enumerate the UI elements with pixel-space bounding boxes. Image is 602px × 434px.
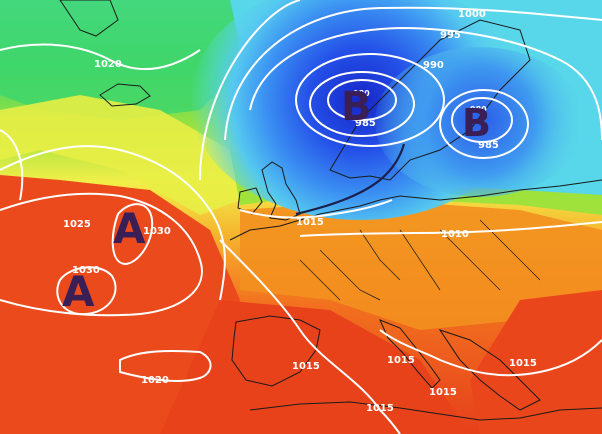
isobar-1030-a2: [56, 266, 117, 316]
isobar-1020-w: [0, 145, 226, 301]
coast-iceland: [99, 83, 151, 107]
isobar-label-1015-balkan: 1015: [509, 358, 537, 369]
isobar-label-1015-iberia: 1015: [292, 361, 320, 372]
coast-iberia: [231, 315, 321, 387]
isobar-labels: 1000 995 990 985 985 980 980 1020 1025 1…: [63, 9, 537, 414]
isobar-label-1015-south: 1015: [366, 403, 394, 414]
field-green-northsea: [230, 150, 602, 215]
high-center-atlantic-1: A: [113, 204, 146, 253]
isobar-label-990: 990: [423, 60, 444, 71]
isobar-label-1015-med: 1015: [429, 387, 457, 398]
isobar-1015-uk: [239, 199, 393, 219]
isobar-1025: [0, 192, 203, 317]
isobar-990-norway: [295, 53, 445, 147]
coast-europe: [229, 179, 602, 241]
coast-scandinavia: [329, 19, 531, 181]
isobar-label-1020-sw: 1020: [141, 375, 169, 386]
isobar-label-1020-nw: 1020: [94, 59, 122, 70]
low-center-norway: B: [341, 84, 372, 130]
isobar-label-980-w: 980: [353, 89, 370, 98]
isobar-label-1015-uk: 1015: [296, 217, 324, 228]
coast-greenland: [59, 0, 119, 37]
isobar-label-985-e: 985: [478, 140, 499, 151]
isobar-label-1010: 1010: [441, 229, 469, 240]
isobar-label-985-w: 985: [355, 118, 376, 129]
pressure-centers: B B A A: [62, 84, 491, 316]
coast-ireland: [237, 187, 263, 215]
isobar-label-1025: 1025: [63, 219, 91, 230]
field-orange-europe: [240, 200, 602, 330]
isobar-label-1000: 1000: [458, 9, 486, 20]
low-field-baltic: [375, 47, 585, 197]
isobar-1020-sw: [119, 349, 212, 382]
isobar-1005: [199, 0, 301, 181]
isobar-985-baltic: [439, 89, 529, 159]
field-red-atlantic-high: [0, 175, 240, 434]
isobar-1015-south: [219, 239, 401, 434]
isobar-1020-nw: [0, 43, 201, 71]
coast-north-africa: [249, 401, 602, 421]
isobar-1020-edge: [0, 129, 24, 201]
field-yellow-atlantic: [0, 95, 240, 215]
isobar-1000: [224, 6, 602, 141]
coastlines: [59, 0, 602, 421]
isobar-1010: [299, 221, 602, 237]
isobar-1015-balkan: [379, 329, 602, 377]
isobar-995: [249, 26, 602, 141]
low-center-baltic: B: [462, 101, 491, 145]
isobar-1030-a1: [111, 203, 154, 266]
isobar-label-1030-a2: 1030: [72, 265, 100, 276]
isobar-label-1015-italy: 1015: [387, 355, 415, 366]
field-red-mediterranean: [160, 300, 470, 434]
coast-italy: [379, 319, 441, 389]
isobar-label-1030-a1: 1030: [143, 226, 171, 237]
isobar-label-995: 995: [440, 30, 461, 41]
isobar-985-norway: [309, 71, 415, 137]
borders-europe: [299, 219, 541, 301]
high-center-atlantic-2: A: [62, 267, 95, 316]
isobar-980-norway: [327, 79, 397, 121]
isobar-label-980-e: 980: [470, 105, 487, 114]
isobar-980-baltic: [451, 97, 513, 143]
cold-front: [295, 143, 406, 216]
